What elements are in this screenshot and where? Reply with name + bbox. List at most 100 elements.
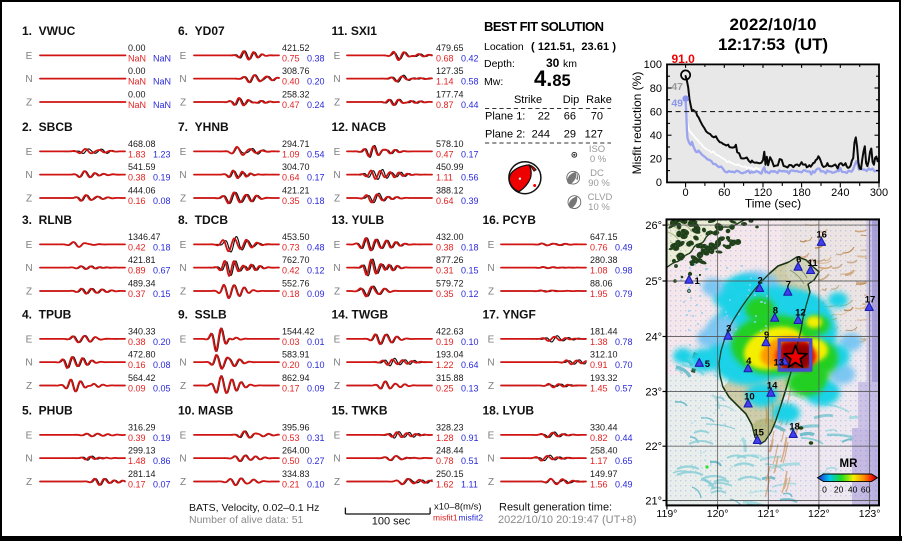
svg-text:16: 16 [816,230,827,241]
svg-text:14. TWGB: 14. TWGB [332,308,389,322]
svg-text:N: N [179,454,186,465]
svg-text:334.83: 334.83 [282,469,310,479]
svg-text:280.38: 280.38 [590,255,618,265]
svg-text:BEST FIT SOLUTION: BEST FIT SOLUTION [484,19,604,34]
svg-text:3: 3 [726,324,731,335]
svg-text:0.75: 0.75 [282,53,300,63]
svg-text:MR: MR [840,458,859,470]
svg-text:0.25: 0.25 [436,384,454,394]
svg-text:0.38: 0.38 [307,53,325,63]
svg-text:0.73: 0.73 [282,242,300,252]
svg-text:0.24: 0.24 [307,100,325,110]
svg-text:22: 22 [538,111,550,123]
svg-text:12:17:53 (UT): 12:17:53 (UT) [718,35,828,54]
svg-text:0.19: 0.19 [153,433,171,443]
svg-text:0.39: 0.39 [128,433,146,443]
svg-text:1.11: 1.11 [436,173,453,183]
svg-text:misfit2: misfit2 [459,513,484,523]
svg-text:90 %: 90 % [588,178,610,189]
svg-text:0.70: 0.70 [615,360,633,370]
svg-text:N: N [25,358,32,369]
svg-text:E: E [26,334,33,345]
svg-text:0.09: 0.09 [307,289,325,299]
svg-text:122°: 122° [808,508,830,520]
svg-text:388.12: 388.12 [436,186,464,196]
svg-text:0.64: 0.64 [282,173,300,183]
svg-text:0.00: 0.00 [128,43,146,53]
svg-text:29: 29 [564,129,576,141]
svg-text:308.76: 308.76 [282,66,310,76]
svg-text:304.70: 304.70 [282,162,310,172]
svg-text:Z: Z [334,194,340,205]
svg-text:0.09: 0.09 [307,384,325,394]
svg-text:0.49: 0.49 [615,242,633,252]
svg-text:Strike: Strike [514,94,542,106]
svg-text:18: 18 [789,422,800,433]
svg-text:0.91: 0.91 [590,360,608,370]
svg-text:60: 60 [650,106,662,118]
svg-text:0.54: 0.54 [307,149,325,159]
svg-text:0.27: 0.27 [307,456,325,466]
svg-text:N: N [487,454,494,465]
svg-text:N: N [333,263,340,274]
svg-text:579.72: 579.72 [436,279,464,289]
svg-text:4: 4 [746,356,752,367]
svg-text:1.22: 1.22 [436,360,454,370]
svg-text:489.34: 489.34 [128,279,156,289]
svg-text:120°: 120° [707,508,729,520]
svg-text:0.19: 0.19 [436,337,454,347]
svg-text:0.12: 0.12 [307,266,325,276]
svg-text:0: 0 [656,177,662,189]
svg-text:0: 0 [683,187,689,199]
svg-text:30: 30 [546,56,560,70]
svg-text:0.20: 0.20 [307,77,325,87]
svg-text:0.47: 0.47 [282,100,300,110]
svg-text:70: 70 [591,111,603,123]
svg-text:15. TWKB: 15. TWKB [332,404,388,418]
svg-text:0.49: 0.49 [615,480,633,490]
svg-text:Number of alive data: 51: Number of alive data: 51 [189,514,304,526]
svg-text:22°: 22° [645,441,662,453]
svg-text:0.17: 0.17 [307,173,325,183]
svg-text:121°: 121° [757,508,779,520]
svg-text:0.39: 0.39 [461,196,479,206]
svg-text:6. YD07: 6. YD07 [178,24,225,38]
svg-text:Misfit reduction (%): Misfit reduction (%) [630,72,644,175]
svg-text:0.17: 0.17 [282,384,300,394]
svg-text:5. PHUB: 5. PHUB [22,404,73,418]
svg-text:1.11: 1.11 [461,480,478,490]
svg-text:N: N [25,74,32,85]
svg-text:1. VWUC: 1. VWUC [22,24,76,38]
svg-text:91.0: 91.0 [672,52,696,66]
svg-text:0.17: 0.17 [128,480,146,490]
svg-text:0.17: 0.17 [461,149,479,159]
svg-text:0.42: 0.42 [128,242,146,252]
svg-text:0.10: 0.10 [461,337,479,347]
svg-text:1.56: 1.56 [590,480,608,490]
svg-text:E: E [180,430,187,441]
svg-text:N: N [25,454,32,465]
svg-text:444.06: 444.06 [128,186,156,196]
svg-text:862.94: 862.94 [282,373,310,383]
svg-text:CLVD: CLVD [588,192,613,203]
svg-text:100 sec: 100 sec [372,516,411,528]
svg-text:1.95: 1.95 [590,289,608,299]
svg-text:4. TPUB: 4. TPUB [22,308,72,322]
svg-text:Z: Z [488,477,494,488]
svg-text:11: 11 [808,258,819,269]
svg-text:12: 12 [795,308,806,319]
svg-text:1.09: 1.09 [282,149,300,159]
svg-text:Z: Z [334,477,340,488]
svg-text:0.18: 0.18 [282,289,300,299]
svg-text:0.38: 0.38 [128,337,146,347]
svg-text:0.16: 0.16 [128,196,146,206]
svg-text:25°: 25° [645,276,662,288]
svg-text:Rake: Rake [586,94,612,106]
svg-text:47: 47 [671,81,683,93]
svg-text:0.00: 0.00 [128,90,146,100]
svg-text:0.16: 0.16 [128,360,146,370]
svg-text:877.26: 877.26 [436,255,464,265]
svg-text:0.42: 0.42 [461,53,479,63]
svg-text:km: km [563,58,577,70]
svg-text:2022/10/10: 2022/10/10 [730,15,817,34]
